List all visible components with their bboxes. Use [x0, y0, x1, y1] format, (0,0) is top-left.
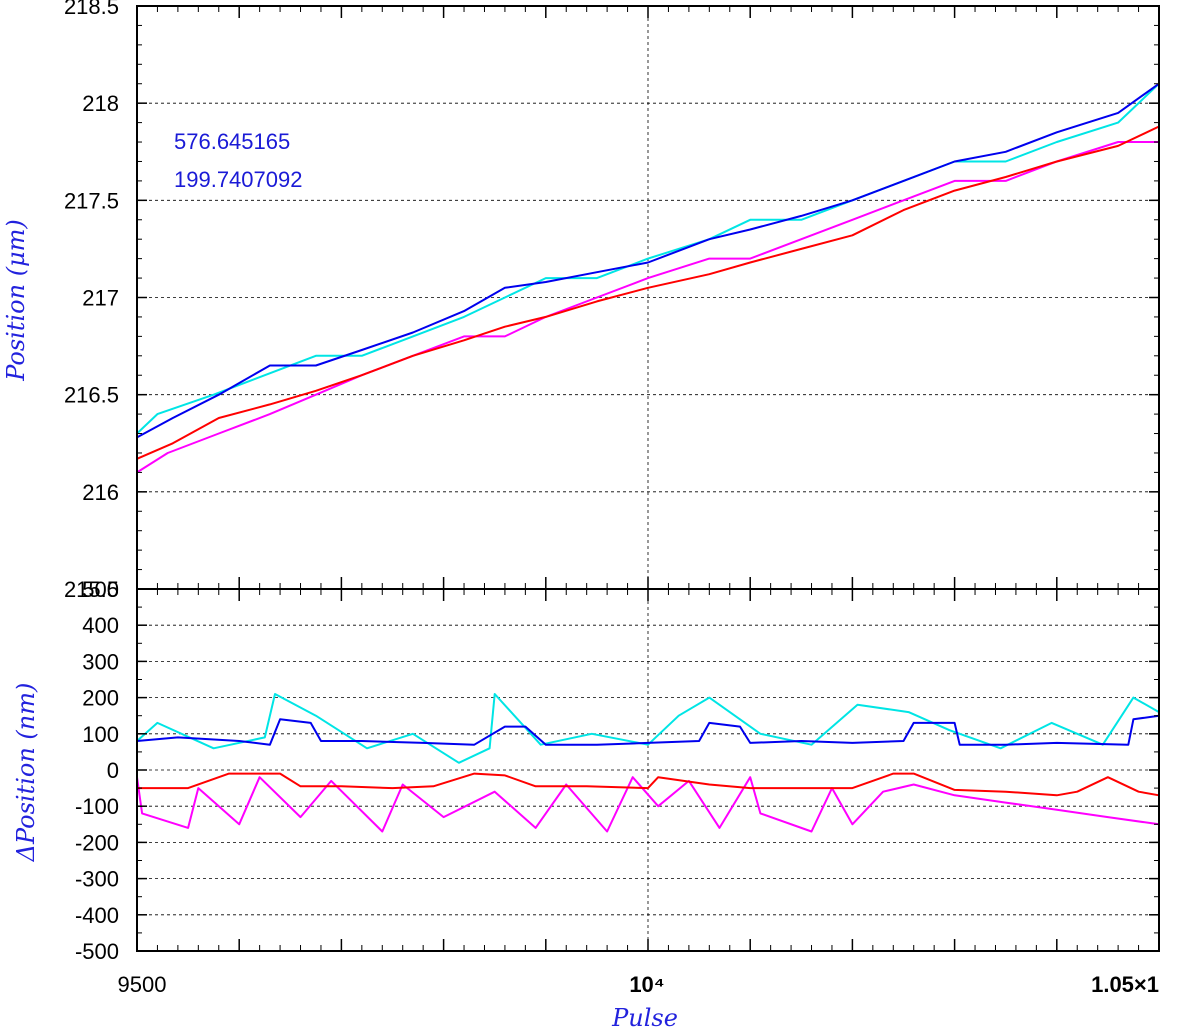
y-tick-label: 218 — [82, 91, 119, 116]
series-line-4 — [136, 125, 1160, 460]
y-tick-label: -200 — [75, 830, 119, 855]
y-tick-label: 216 — [82, 480, 119, 505]
y-tick-label: 217.5 — [64, 188, 119, 213]
position-gridlines — [137, 6, 1159, 589]
annotation-value-2: 199.7407092 — [174, 167, 302, 192]
y-tick-label: -300 — [75, 867, 119, 892]
y-tick-label: -100 — [75, 794, 119, 819]
y-tick-label: 100 — [82, 722, 119, 747]
x-tick-labels: 9500 10⁴ 1.05×1 — [118, 972, 1159, 997]
y-tick-label: 400 — [82, 613, 119, 638]
y-tick-label: 218.5 — [64, 0, 119, 19]
x-tick-label: 9500 — [118, 972, 167, 997]
delta-gridlines — [137, 589, 1159, 951]
y-tick-label: 216.5 — [64, 383, 119, 408]
y-tick-label: -400 — [75, 903, 119, 928]
x-axis-title: Pulse — [611, 1004, 678, 1030]
position-y-axis-title: Position (μm) — [2, 219, 30, 382]
delta-ticks — [136, 588, 1160, 952]
y-tick-label: -500 — [75, 939, 119, 964]
series-line-3 — [136, 141, 1159, 474]
delta-position-panel: 500 400 300 200 100 0 -100 -200 -300 -400 -500 950… — [12, 577, 1160, 1030]
y-tick-label: 300 — [82, 649, 119, 674]
delta-y-tick-labels: 500 400 300 200 100 0 -100 -200 -300 -400 -500 — [75, 577, 119, 964]
series-line-1 — [136, 82, 1160, 435]
y-tick-label: 217 — [82, 286, 119, 311]
series-line-2 — [136, 714, 1160, 746]
series-line-4 — [137, 772, 1160, 797]
series-line-3 — [136, 776, 1160, 833]
position-panel: 218.5 218 217.5 217 216.5 216 215.5 576.645165… — [2, 0, 1160, 602]
x-tick-label: 10⁴ — [629, 972, 664, 997]
position-series — [136, 82, 1160, 474]
position-y-tick-labels: 218.5 218 217.5 217 216.5 216 215.5 — [64, 0, 119, 602]
delta-series — [136, 693, 1160, 833]
x-tick-label: 1.05×1 — [1091, 972, 1159, 997]
delta-y-axis-title: ΔPosition (nm) — [12, 683, 40, 863]
y-tick-label: 215.5 — [64, 577, 119, 602]
y-tick-label: 0 — [107, 758, 119, 783]
series-line-2 — [136, 82, 1160, 439]
y-tick-label: 200 — [82, 686, 119, 711]
annotation-value-1: 576.645165 — [174, 129, 290, 154]
y-tick-label: 500 — [82, 577, 119, 602]
